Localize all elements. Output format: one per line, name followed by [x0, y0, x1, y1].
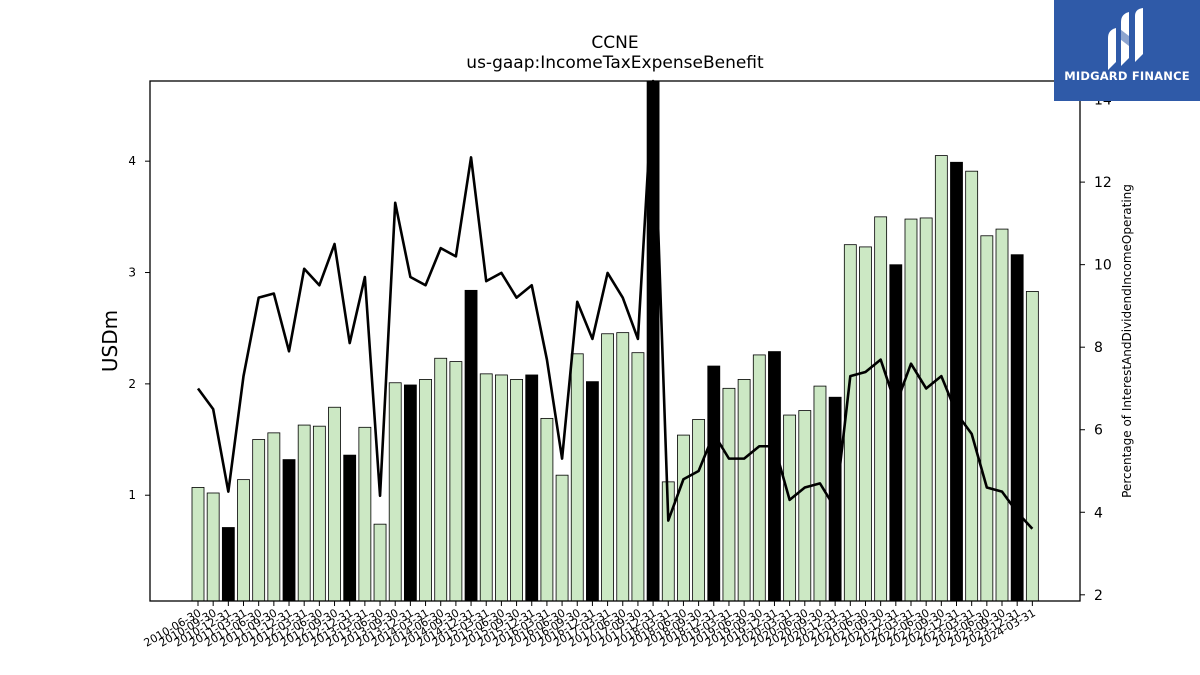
y2-tick-label: 12 [1094, 175, 1112, 191]
bar-2019-06-30 [737, 379, 751, 602]
bar-2012-09-30 [328, 406, 341, 602]
bar-2016-06-30 [555, 474, 569, 602]
bar-2016-03-31 [540, 417, 554, 602]
bar-2021-12-31 [889, 264, 903, 602]
bar-2011-12-31 [282, 459, 296, 602]
bar-2022-06-30 [919, 217, 933, 602]
bar-2016-12-31 [586, 381, 599, 602]
right-y-axis: 2468101214 [1080, 93, 1112, 604]
bar-group [191, 80, 1039, 602]
bar-2019-09-30 [752, 354, 766, 602]
bar-2024-03-31 [1025, 291, 1039, 602]
bar-2022-03-31 [904, 218, 918, 602]
plot-frame [149, 80, 1081, 602]
bar-2018-06-30 [677, 434, 690, 602]
bar-2015-12-31 [525, 374, 539, 602]
bar-2011-03-31 [237, 479, 250, 602]
x-axis: 2010-06-302010-09-302010-12-312011-03-31… [142, 601, 1038, 650]
bar-2022-12-31 [950, 161, 963, 602]
bar-2023-06-30 [980, 235, 994, 602]
bar-2014-03-31 [419, 379, 432, 602]
chart-subtitle: us-gaap:IncomeTaxExpenseBenefit [466, 53, 764, 73]
bar-2020-06-30 [798, 410, 812, 602]
bar-2016-09-30 [570, 353, 584, 602]
bar-2019-03-31 [722, 387, 736, 602]
y-tick-label: 2 [128, 377, 136, 391]
bar-2020-03-31 [783, 414, 797, 602]
bar-2021-09-30 [874, 216, 888, 602]
y-tick-label: 3 [128, 266, 136, 280]
bar-2021-06-30 [859, 246, 872, 602]
brand-mark-icon [1108, 8, 1143, 70]
left-y-axis: 1 2 3 4 [128, 154, 150, 502]
bar-2011-06-30 [252, 439, 266, 602]
bar-2014-06-30 [434, 357, 448, 602]
bar-2013-03-31 [358, 426, 372, 602]
bar-2013-06-30 [373, 523, 387, 602]
y2-tick-label: 6 [1094, 423, 1103, 439]
ratio-line [196, 79, 1034, 530]
chart-title: CCNE [591, 33, 638, 53]
bar-2023-12-31 [1010, 254, 1024, 602]
bar-2018-09-30 [692, 419, 706, 602]
bar-2011-09-30 [267, 432, 281, 602]
brand-name: MIDGARD FINANCE [1064, 69, 1190, 83]
right-y-axis-label: Percentage of InterestAndDividendIncomeO… [1120, 184, 1134, 498]
bar-2013-09-30 [388, 382, 402, 602]
bar-2014-09-30 [449, 361, 463, 602]
bar-2012-06-30 [312, 425, 326, 602]
bar-2015-06-30 [494, 374, 508, 602]
bar-2010-12-31 [221, 527, 235, 602]
bar-2010-09-30 [206, 492, 220, 602]
bar-2020-09-30 [813, 385, 827, 602]
bar-2017-06-30 [616, 332, 630, 602]
bar-2019-12-31 [768, 351, 781, 602]
y2-tick-label: 8 [1094, 340, 1103, 356]
bar-2012-12-31 [343, 454, 357, 602]
brand-logo: MIDGARD FINANCE [1054, 0, 1200, 101]
bar-2017-09-30 [631, 352, 645, 602]
y-tick-label: 4 [128, 154, 136, 168]
bar-2012-03-31 [297, 424, 311, 602]
y2-tick-label: 2 [1094, 588, 1103, 604]
bar-2013-12-31 [403, 384, 417, 602]
y-axis-label: USDm [98, 310, 122, 372]
bar-2023-03-31 [965, 170, 979, 602]
bar-2023-09-30 [995, 228, 1009, 602]
y-tick-label: 1 [128, 488, 136, 502]
bar-2017-03-31 [601, 333, 614, 602]
bar-2010-06-30 [191, 487, 205, 602]
y2-tick-label: 10 [1094, 258, 1112, 274]
bar-2015-03-31 [479, 373, 493, 602]
bar-2015-09-30 [510, 379, 523, 602]
y2-tick-label: 4 [1094, 505, 1103, 521]
bar-2014-12-31 [464, 289, 478, 602]
bar-2018-12-31 [707, 365, 721, 602]
